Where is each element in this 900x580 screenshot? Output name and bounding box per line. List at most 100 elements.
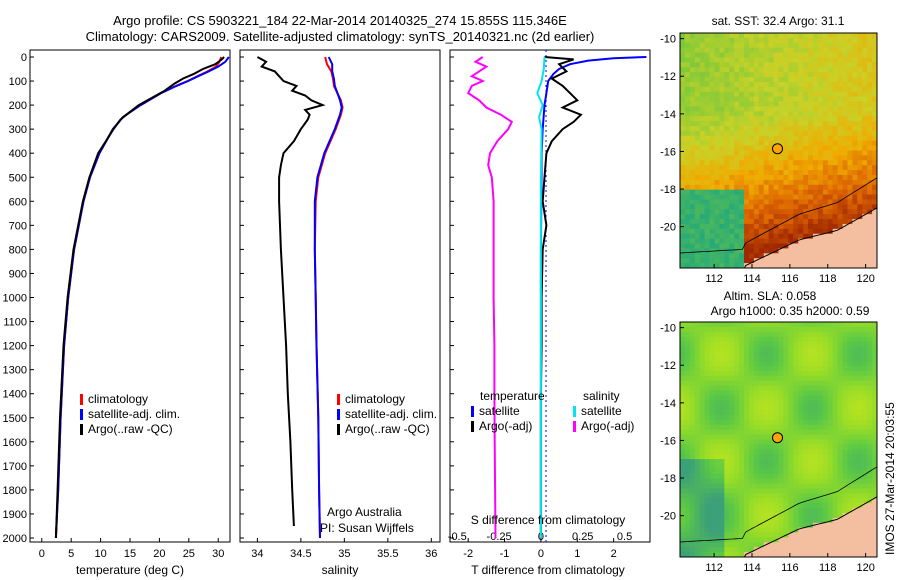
map-cell (793, 209, 799, 215)
map-cell (788, 552, 794, 557)
map-cell (768, 248, 774, 254)
map-cell (788, 361, 794, 367)
map-cell (763, 366, 770, 372)
map-cell (744, 454, 750, 460)
map-cell (778, 86, 784, 93)
map-cell (689, 547, 696, 553)
map-cell (778, 375, 784, 382)
map-cell (872, 253, 877, 259)
map-cell (704, 419, 710, 426)
map-cell (739, 405, 745, 411)
map-cell (714, 547, 720, 553)
map-cell (739, 57, 745, 63)
map-cell (832, 140, 838, 147)
map-cell (872, 351, 877, 357)
x-tick-label: 10 (94, 548, 106, 560)
map-cell (734, 439, 740, 445)
map-cell (822, 189, 829, 195)
sst-map-panel: sat. SST: 32.4 Argo: 31.1 -10-12-14-16-1… (660, 14, 878, 285)
map-cell (783, 228, 789, 235)
map-cell (699, 184, 706, 191)
map-cell (788, 248, 794, 254)
map-cell (699, 111, 706, 117)
map-cell (744, 512, 750, 519)
map-cell (827, 331, 834, 338)
map-cell (768, 361, 774, 367)
map-cell (827, 493, 834, 499)
map-cell (709, 498, 715, 504)
map-cell (783, 459, 789, 465)
map-cell (793, 233, 799, 240)
map-cell (748, 400, 755, 406)
map-cell (793, 439, 799, 445)
map-cell (763, 47, 770, 53)
map-cell (798, 468, 804, 475)
map-cell (808, 405, 814, 411)
map-cell (808, 439, 814, 445)
map-cell (709, 155, 715, 161)
map-cell (842, 459, 848, 465)
map-cell (837, 410, 843, 416)
map-cell (684, 419, 691, 426)
map-cell (729, 248, 735, 254)
map-cell (817, 331, 824, 338)
map-cell (798, 395, 804, 401)
map-cell (817, 439, 824, 445)
map-cell (709, 522, 715, 529)
map-cell (788, 121, 794, 127)
map-cell (748, 219, 755, 225)
map-cell (788, 145, 794, 151)
map-cell (680, 258, 686, 264)
map-cell (724, 419, 730, 426)
map-cell (812, 429, 819, 436)
map-cell (753, 341, 760, 347)
map-cell (803, 468, 809, 475)
map-cell (862, 463, 868, 470)
map-cell (709, 483, 715, 489)
map-cell (758, 47, 765, 53)
map-cell (768, 67, 774, 73)
map-cell (822, 459, 829, 465)
map-cell (872, 145, 877, 151)
map-cell (783, 322, 789, 328)
map-cell (680, 179, 686, 186)
map-cell (832, 459, 838, 465)
map-cell (699, 72, 706, 78)
map-cell (739, 419, 745, 426)
map-cell (684, 483, 691, 489)
map-cell (739, 449, 745, 455)
map-cell (714, 532, 720, 538)
map-cell (852, 106, 858, 112)
map-cell (793, 165, 799, 171)
map-cell (714, 199, 720, 205)
map-cell (689, 537, 696, 543)
map-cell (699, 410, 706, 416)
map-cell (827, 145, 834, 151)
map-cell (709, 150, 715, 156)
map-cell (724, 341, 730, 347)
map-cell (714, 454, 720, 460)
map-cell (768, 542, 774, 548)
map-cell (837, 233, 843, 240)
map-cell (827, 508, 834, 514)
map-cell (872, 111, 877, 117)
map-cell (724, 351, 730, 357)
map-cell (867, 243, 873, 249)
map-cell (783, 263, 789, 268)
map-cell (748, 366, 755, 372)
depth-tick-label: 900 (9, 268, 27, 280)
map-cell (842, 106, 848, 112)
map-cell (857, 390, 863, 396)
map-cell (793, 508, 799, 514)
map-cell (837, 552, 843, 557)
map-cell (689, 419, 696, 426)
map-cell (709, 243, 715, 249)
map-cell (689, 238, 696, 244)
map-cell (832, 522, 838, 529)
map-cell (724, 424, 730, 431)
map-cell (778, 72, 784, 78)
map-cell (842, 81, 848, 88)
map-cell (773, 209, 779, 215)
map-cell (704, 331, 710, 338)
map-cell (872, 547, 877, 553)
